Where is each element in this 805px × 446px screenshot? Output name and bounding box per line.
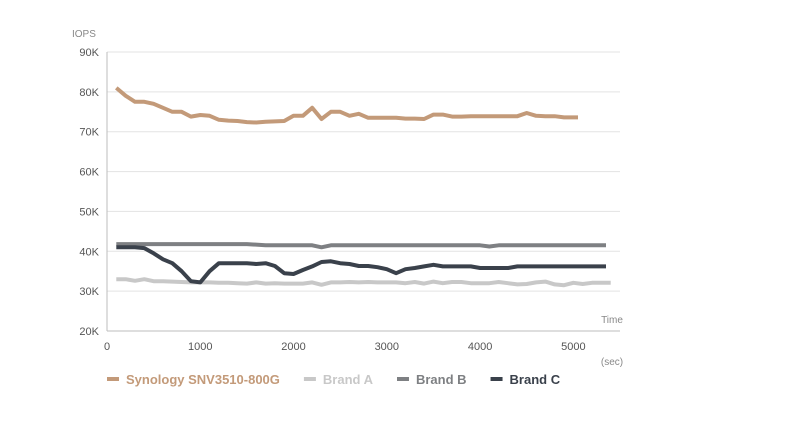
series-layer — [115, 86, 611, 288]
legend-label-brand-b: Brand B — [416, 372, 467, 387]
x-axis-title: Time — [601, 315, 623, 326]
legend-label-synology-snv3510-800g: Synology SNV3510-800G — [126, 372, 280, 387]
series-line-synology-snv3510-800g — [115, 86, 578, 125]
x-tick-label: 0 — [104, 341, 110, 353]
y-tick-label: 30K — [79, 286, 99, 298]
y-tick-label: 70K — [79, 127, 99, 139]
y-tick-label: 40K — [79, 246, 99, 258]
x-tick-label: 4000 — [468, 341, 492, 353]
legend-label-brand-c: Brand C — [510, 372, 561, 387]
y-tick-label: 60K — [79, 167, 99, 179]
y-tick-label: 50K — [79, 206, 99, 218]
x-axis-unit: (sec) — [601, 357, 623, 368]
legend: Synology SNV3510-800G Brand A Brand B Brand… — [107, 372, 561, 387]
series-line-brand-c — [116, 245, 606, 285]
y-tick-label: 80K — [79, 87, 99, 99]
y-tick-label: 90K — [79, 47, 99, 59]
series-line-brand-b — [116, 242, 606, 250]
legend-label-brand-a: Brand A — [323, 372, 374, 387]
x-tick-label: 2000 — [281, 341, 305, 353]
axis-layer: 20K 30K 40K 50K 60K 70K 80K 90K 0 1000 2000 3000 400… — [79, 47, 620, 353]
y-axis-title: IOPS — [72, 29, 96, 40]
y-tick-label: 20K — [79, 326, 99, 338]
x-tick-label: 1000 — [188, 341, 212, 353]
x-tick-label: 5000 — [561, 341, 585, 353]
x-tick-label: 3000 — [375, 341, 399, 353]
grid-layer — [107, 51, 620, 332]
